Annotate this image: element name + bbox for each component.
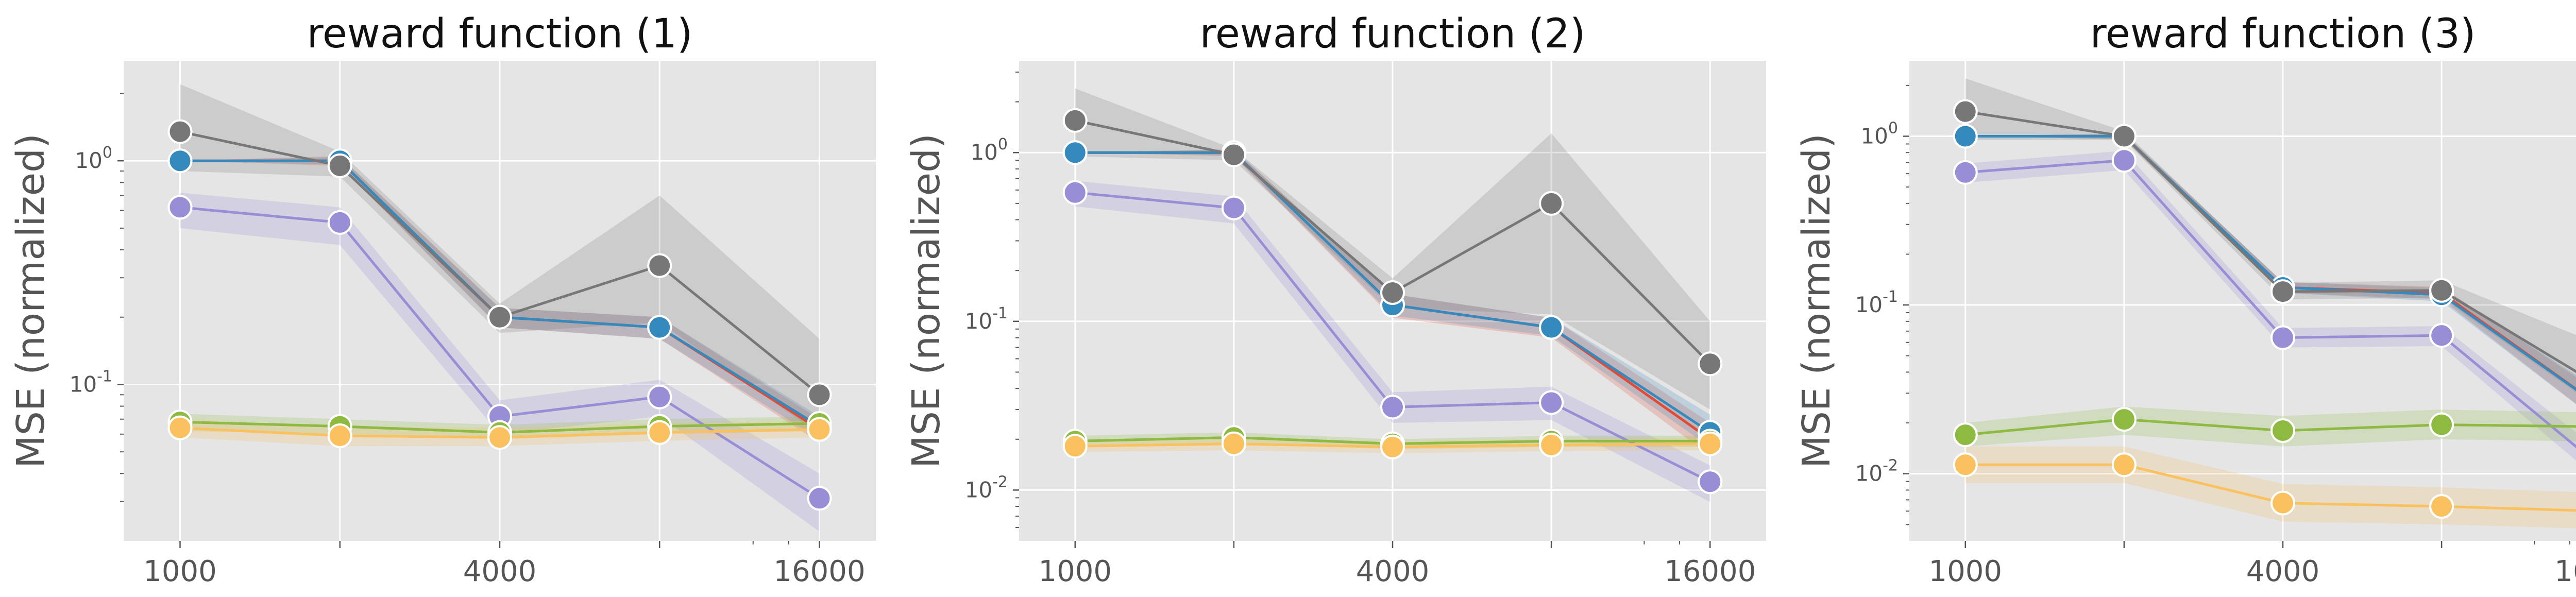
data-point-orange (2270, 490, 2295, 516)
data-point-gray (1221, 142, 1246, 167)
band-gray (1075, 88, 1710, 410)
data-point-orange (807, 417, 832, 442)
chart-panel-3: 10-2 10-1 100 1000 4000 16000 reward function … (1794, 11, 2576, 588)
data-point-purple (2111, 148, 2137, 173)
x-tick-label: 16000 (1664, 555, 1756, 588)
data-point-blue (647, 315, 672, 340)
data-point-purple (2270, 325, 2295, 350)
series-purple (1953, 148, 2576, 449)
y-axis-label: MSE (normalized) (1794, 133, 1839, 468)
data-point-gray (2429, 278, 2454, 303)
data-point-orange (327, 423, 352, 448)
series-gray (1062, 108, 1723, 377)
data-point-green (2270, 418, 2295, 444)
data-point-gray (167, 119, 193, 144)
x-tick-label: 1000 (1928, 555, 2002, 588)
data-point-green (1953, 422, 1978, 448)
plot-background (1909, 61, 2576, 541)
x-tick-label: 4000 (2246, 555, 2320, 588)
data-point-purple (1221, 195, 1246, 220)
data-point-blue (1062, 140, 1088, 165)
band-purple (1075, 181, 1710, 502)
data-point-purple (1953, 160, 1978, 185)
data-point-purple (1698, 469, 1723, 494)
y-tick-label: 100 (75, 144, 112, 173)
series-green (1953, 407, 2576, 448)
data-point-gray (1539, 191, 1564, 216)
data-point-orange (1062, 434, 1088, 459)
data-point-orange (647, 420, 672, 445)
data-point-orange (167, 415, 193, 440)
y-tick-label: 10-1 (70, 367, 112, 397)
data-point-gray (1380, 280, 1405, 305)
data-point-purple (1539, 390, 1564, 415)
data-point-orange (1380, 434, 1405, 459)
data-point-orange (487, 425, 512, 450)
data-point-gray (647, 253, 672, 278)
data-point-orange (2429, 494, 2454, 519)
data-point-orange (1221, 431, 1246, 456)
series-orange (167, 415, 832, 450)
data-point-purple (807, 486, 832, 511)
data-point-gray (807, 382, 832, 407)
data-point-orange (1698, 431, 1723, 456)
y-axis-label: MSE (normalized) (904, 133, 948, 468)
y-tick-label: 10-2 (965, 473, 1008, 502)
y-tick-label: 100 (970, 135, 1008, 165)
data-point-gray (1062, 108, 1088, 133)
series-orange (1953, 452, 2576, 519)
data-point-gray (2111, 124, 2137, 149)
data-point-purple (2429, 323, 2454, 348)
chart-panel-1: 10-1 100 1000 4000 16000 reward function (1) M… (9, 11, 876, 588)
data-point-gray (487, 304, 512, 330)
data-point-gray (327, 153, 352, 178)
band-gray (1965, 78, 2576, 393)
data-point-purple (1380, 395, 1405, 420)
y-tick-label: 10-1 (965, 304, 1008, 334)
x-tick-label: 4000 (1356, 555, 1430, 588)
data-point-blue (1953, 124, 1978, 149)
series-gray (1953, 99, 2576, 373)
data-point-orange (1539, 432, 1564, 457)
x-tick-label: 16000 (773, 555, 865, 588)
data-point-orange (1953, 452, 1978, 477)
data-point-green (2429, 412, 2454, 437)
data-point-purple (327, 210, 352, 235)
data-point-gray (1953, 99, 1978, 124)
data-point-blue (167, 148, 193, 174)
series-purple (1062, 180, 1723, 494)
data-point-purple (647, 384, 672, 410)
y-tick-label: 10-2 (1855, 457, 1898, 486)
data-point-purple (167, 195, 193, 220)
data-point-gray (1698, 351, 1723, 377)
series-orange (1062, 431, 1723, 459)
chart-title: reward function (3) (2090, 11, 2476, 57)
data-point-blue (1539, 315, 1564, 340)
y-tick-label: 10-1 (1855, 288, 1898, 317)
x-tick-label: 1000 (143, 555, 217, 588)
series-gray (167, 119, 832, 407)
data-point-orange (2111, 452, 2137, 477)
x-tick-label: 4000 (463, 555, 537, 588)
data-point-purple (1062, 180, 1088, 205)
y-axis-label: MSE (normalized) (9, 133, 53, 468)
chart-panel-2: 10-2 10-1 100 1000 4000 16000 reward function … (904, 11, 1766, 588)
data-point-green (2111, 407, 2137, 432)
band-purple (180, 193, 820, 532)
x-tick-label: 1000 (1038, 555, 1112, 588)
chart-title: reward function (1) (307, 11, 693, 57)
y-tick-label: 100 (1860, 119, 1898, 148)
chart-title: reward function (2) (1200, 11, 1586, 57)
x-tick-label: 16000 (2554, 555, 2576, 588)
data-point-gray (2270, 279, 2295, 304)
